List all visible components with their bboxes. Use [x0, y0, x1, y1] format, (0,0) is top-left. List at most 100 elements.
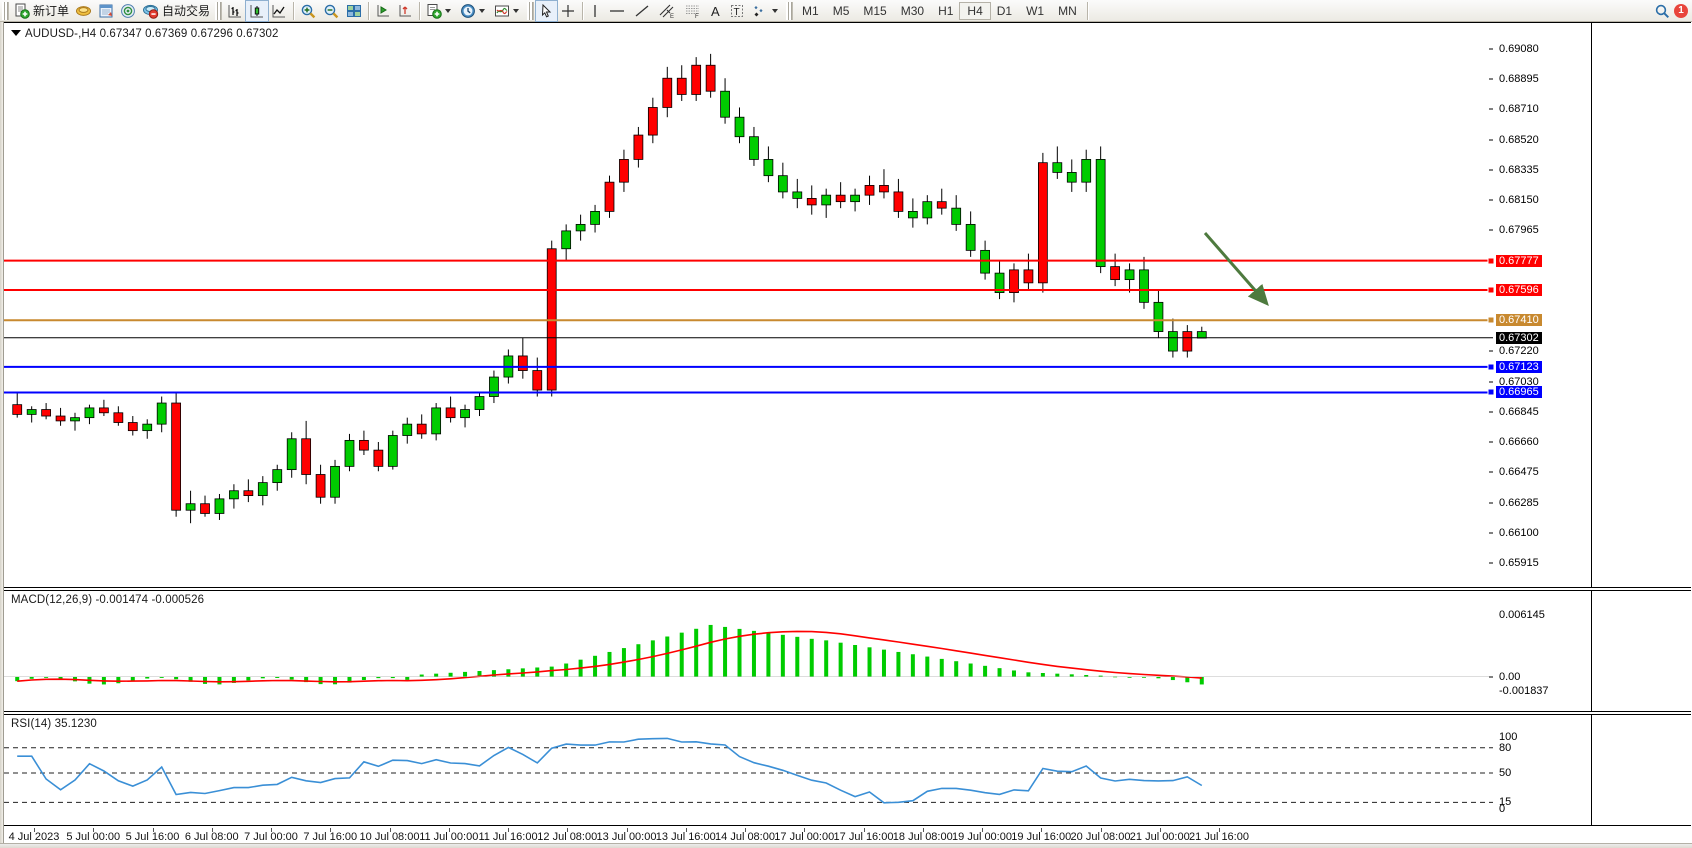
time-tick-label: 19 Jul 16:00 — [1011, 831, 1072, 843]
macd-panel[interactable]: MACD(12,26,9) -0.001474 -0.000526 0.0061… — [4, 590, 1691, 712]
auto-scroll-button[interactable] — [394, 1, 416, 21]
timeframe-m15[interactable]: M15 — [863, 3, 887, 18]
vertical-line-button[interactable] — [586, 1, 604, 21]
auto-trading-button[interactable]: 自动交易 — [139, 1, 213, 21]
toolbar-grip[interactable] — [2, 1, 9, 20]
templates-dropdown-caret[interactable] — [513, 8, 520, 13]
toolbar-separator — [293, 1, 295, 20]
time-tick-label: 5 Jul 00:00 — [66, 831, 121, 843]
time-tick-label: 21 Jul 00:00 — [1129, 831, 1190, 843]
rsi-tick-label: 80 — [1499, 741, 1512, 754]
price-tag-handle[interactable] — [1487, 388, 1495, 396]
time-tick-label: 19 Jul 00:00 — [952, 831, 1012, 843]
toolbar-grip-2[interactable] — [215, 1, 223, 20]
cursor-icon — [541, 3, 552, 17]
expert-advisor-icon — [76, 5, 92, 16]
price-panel[interactable]: AUDUSD-,H4 0.67347 0.67369 0.67296 0.673… — [4, 22, 1691, 588]
zoom-in-icon — [301, 4, 316, 18]
time-tick-label: 7 Jul 00:00 — [244, 831, 298, 843]
objects-button[interactable] — [748, 1, 784, 21]
indicators-button[interactable] — [423, 1, 457, 21]
horizontal-line-button[interactable] — [604, 1, 630, 21]
price-tag-current-price[interactable]: 0.67302 — [1496, 331, 1542, 344]
price-tag-handle[interactable] — [1487, 363, 1495, 371]
chart-dropdown-icon[interactable] — [11, 29, 21, 36]
toolbar-right-group: 1 — [1654, 3, 1692, 19]
cursor-button[interactable] — [535, 0, 559, 22]
toolbar-grip-4[interactable] — [786, 1, 794, 20]
fibonacci-button[interactable]: F — [680, 1, 706, 21]
rsi-axis-line — [1591, 715, 1592, 825]
price-tag-resistance-2[interactable]: 0.67596 — [1496, 284, 1542, 296]
crosshair-icon — [562, 4, 575, 17]
expert-advisor-button[interactable] — [72, 1, 95, 21]
rsi-panel[interactable]: RSI(14) 35.1230 80 50 15 100 0 — [4, 714, 1691, 826]
toolbar-separator-2 — [368, 1, 370, 20]
time-tick-label: 18 Jul 08:00 — [892, 831, 953, 843]
line-chart-button[interactable] — [268, 1, 290, 21]
timeframe-h1[interactable]: H1 — [938, 3, 954, 18]
price-tag-handle[interactable] — [1487, 286, 1495, 294]
templates-button[interactable] — [491, 1, 525, 21]
search-icon[interactable] — [1654, 3, 1670, 19]
price-tag-support-2[interactable]: 0.66965 — [1496, 386, 1542, 399]
zoom-out-button[interactable] — [320, 1, 343, 21]
candlestick-chart-icon — [250, 4, 264, 17]
crosshair-button[interactable] — [557, 1, 579, 21]
indicators-dropdown-caret[interactable] — [445, 8, 452, 13]
timeframe-h4[interactable]: H4 — [959, 1, 991, 20]
vertical-line-icon — [594, 4, 596, 17]
tile-windows-button[interactable] — [343, 1, 365, 21]
equidistant-channel-button[interactable]: E — [654, 1, 680, 21]
price-tag-handle[interactable] — [1487, 316, 1495, 324]
zoom-in-button[interactable] — [297, 1, 320, 21]
bar-chart-button[interactable] — [224, 1, 246, 21]
toolbar-separator-3 — [419, 1, 421, 20]
price-tag-support-1[interactable]: 0.67123 — [1496, 360, 1542, 373]
toolbar-separator-5 — [1086, 1, 1088, 20]
data-window-button[interactable] — [95, 1, 117, 21]
time-tick — [745, 828, 746, 832]
navigator-button[interactable] — [117, 1, 139, 21]
timeframe-m30[interactable]: M30 — [900, 3, 925, 18]
navigator-icon — [121, 3, 135, 18]
rsi-tick-label: 15 — [1499, 796, 1512, 809]
notification-badge[interactable]: 1 — [1674, 3, 1688, 18]
price-tick-label: 0.68335 — [1499, 163, 1539, 176]
chart-area[interactable]: AUDUSD-,H4 0.67347 0.67369 0.67296 0.673… — [0, 22, 1692, 848]
timeframe-m5[interactable]: M5 — [832, 3, 850, 18]
time-tick — [1219, 828, 1220, 832]
chart-shift-button[interactable] — [372, 1, 394, 21]
price-tick-label: 0.68895 — [1499, 73, 1539, 86]
down-trend-arrow — [1203, 232, 1269, 307]
periods-button[interactable] — [457, 1, 491, 21]
main-toolbar: 新订单 — [0, 0, 1692, 22]
price-tag-handle[interactable] — [1487, 257, 1495, 265]
price-tag-resistance-1[interactable]: 0.67777 — [1496, 254, 1542, 267]
trendline-button[interactable] — [630, 1, 654, 21]
periods-dropdown-caret[interactable] — [479, 8, 486, 13]
time-tick — [863, 828, 865, 832]
svg-text:A: A — [711, 4, 720, 19]
price-tick — [1489, 411, 1493, 413]
label-button[interactable]: T — [726, 1, 748, 21]
chart-symbol-header: AUDUSD-,H4 0.67347 0.67369 0.67296 0.673… — [11, 28, 279, 40]
price-tag-pivot[interactable]: 0.67410 — [1496, 314, 1542, 327]
timeframe-m1[interactable]: M1 — [802, 3, 819, 18]
auto-trading-label: 自动交易 — [162, 4, 211, 18]
time-tick — [567, 828, 569, 832]
time-tick-label: 20 Jul 08:00 — [1070, 831, 1131, 843]
time-tick — [922, 828, 924, 832]
timeframe-mn[interactable]: MN — [1058, 3, 1077, 18]
objects-dropdown-caret[interactable] — [772, 8, 779, 13]
time-tick-label: 7 Jul 16:00 — [303, 831, 358, 843]
price-tick — [1489, 169, 1493, 171]
candlestick-chart-button[interactable] — [245, 0, 270, 22]
label-icon: T — [731, 4, 744, 18]
timeframe-w1[interactable]: W1 — [1026, 3, 1045, 18]
new-order-button[interactable]: 新订单 — [11, 1, 72, 21]
toolbar-grip-3[interactable] — [527, 1, 535, 20]
text-button[interactable]: A — [706, 1, 726, 21]
svg-text:E: E — [670, 14, 674, 19]
timeframe-d1[interactable]: D1 — [996, 3, 1013, 18]
